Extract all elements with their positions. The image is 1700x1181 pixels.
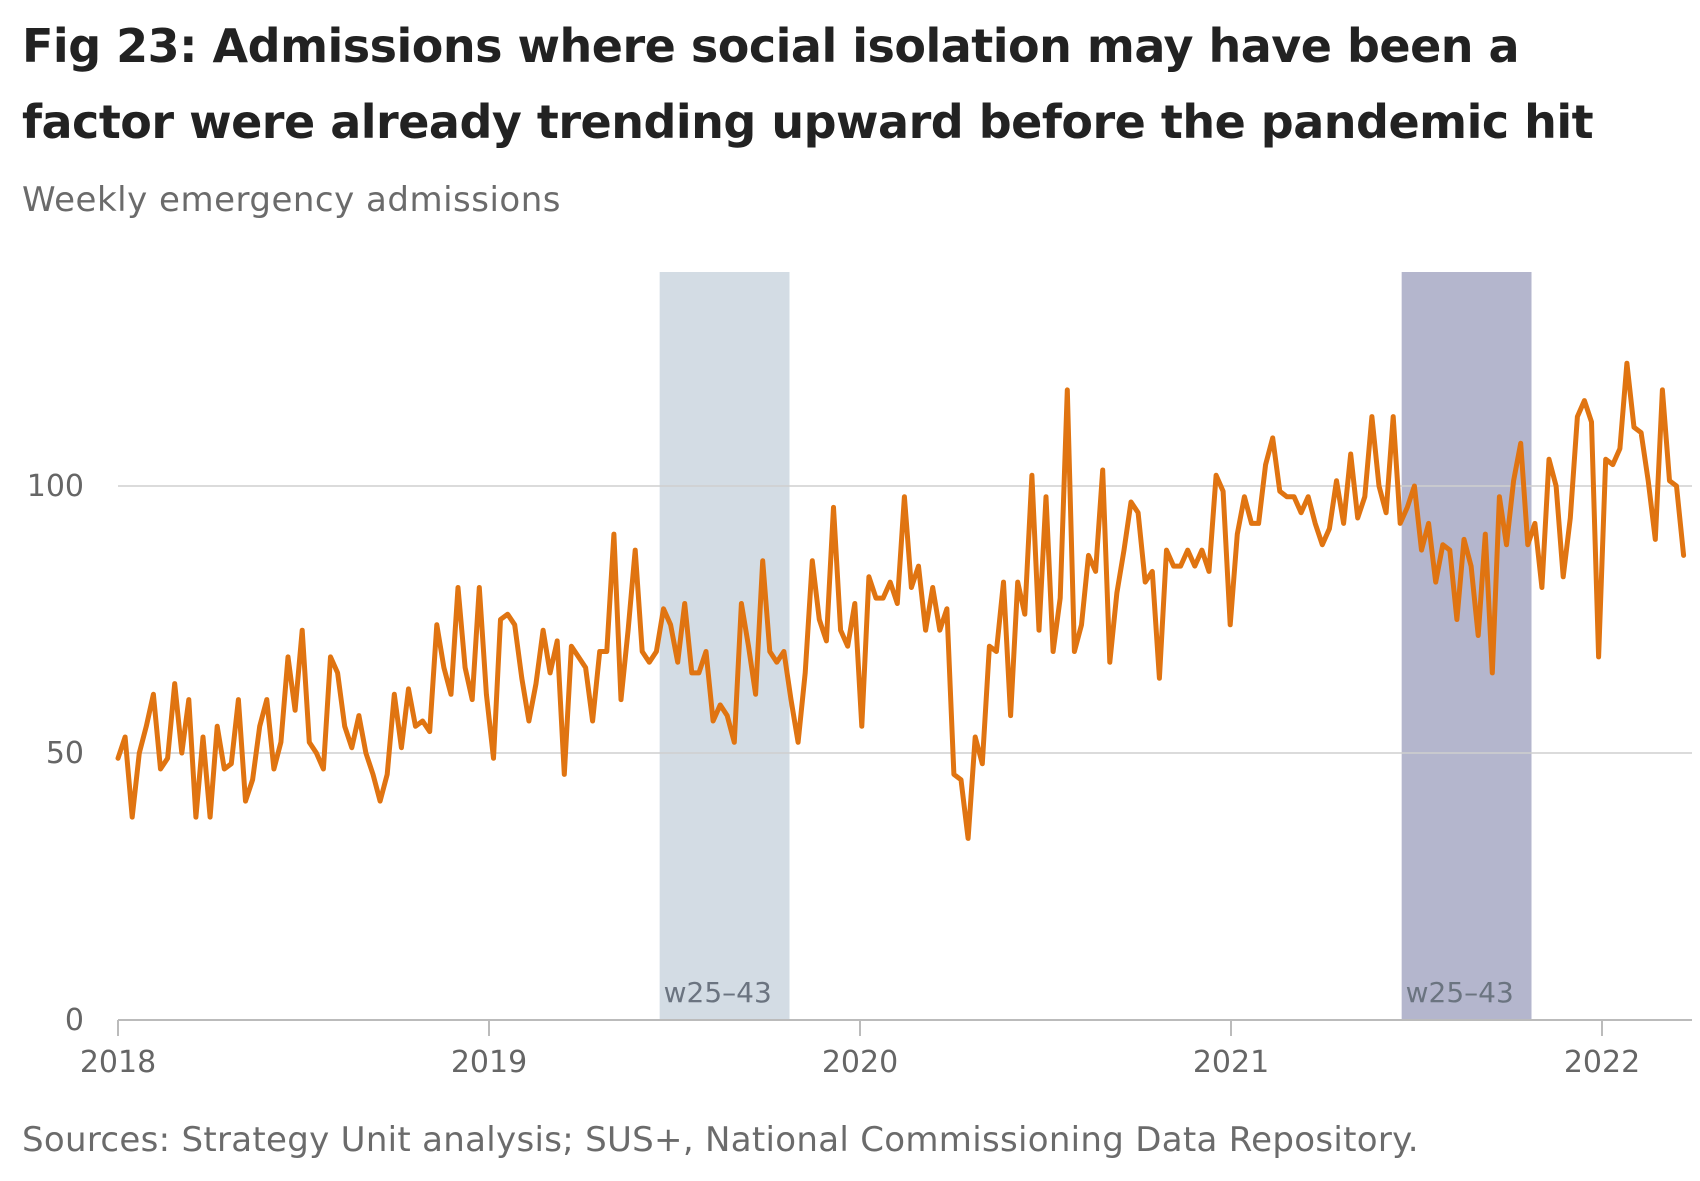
line-chart: w25–43 w25–43 2018 2019 2020 2021 2022 0 50 100 xyxy=(27,272,1692,1080)
highlight-bands: w25–43 w25–43 xyxy=(659,272,1532,1020)
gridlines xyxy=(118,485,1692,754)
x-tick-label-2019: 2019 xyxy=(451,1045,527,1080)
source-note: Sources: Strategy Unit analysis; SUS+, N… xyxy=(22,1120,1419,1160)
chart-subtitle: Weekly emergency admissions xyxy=(22,180,561,220)
x-tick-label-2020: 2020 xyxy=(822,1045,898,1080)
highlight-band-label-2: w25–43 xyxy=(1406,976,1514,1009)
y-tick-label-0: 0 xyxy=(65,1003,84,1038)
series-lines xyxy=(115,360,1687,841)
x-tick-label-2021: 2021 xyxy=(1193,1045,1269,1080)
highlight-band-label-1: w25–43 xyxy=(664,976,772,1009)
series-line-1 xyxy=(115,360,1687,841)
highlight-band-2 xyxy=(1401,272,1532,1020)
x-tick-label-2022: 2022 xyxy=(1564,1045,1640,1080)
x-tick-label-2018: 2018 xyxy=(80,1045,156,1080)
x-axis: 2018 2019 2020 2021 2022 xyxy=(80,1019,1692,1080)
y-axis-ticks: 0 50 100 xyxy=(27,469,84,1038)
y-tick-label-100: 100 xyxy=(27,469,84,504)
chart-title: Fig 23: Admissions where social isolatio… xyxy=(22,19,1594,149)
y-tick-label-50: 50 xyxy=(46,736,84,771)
